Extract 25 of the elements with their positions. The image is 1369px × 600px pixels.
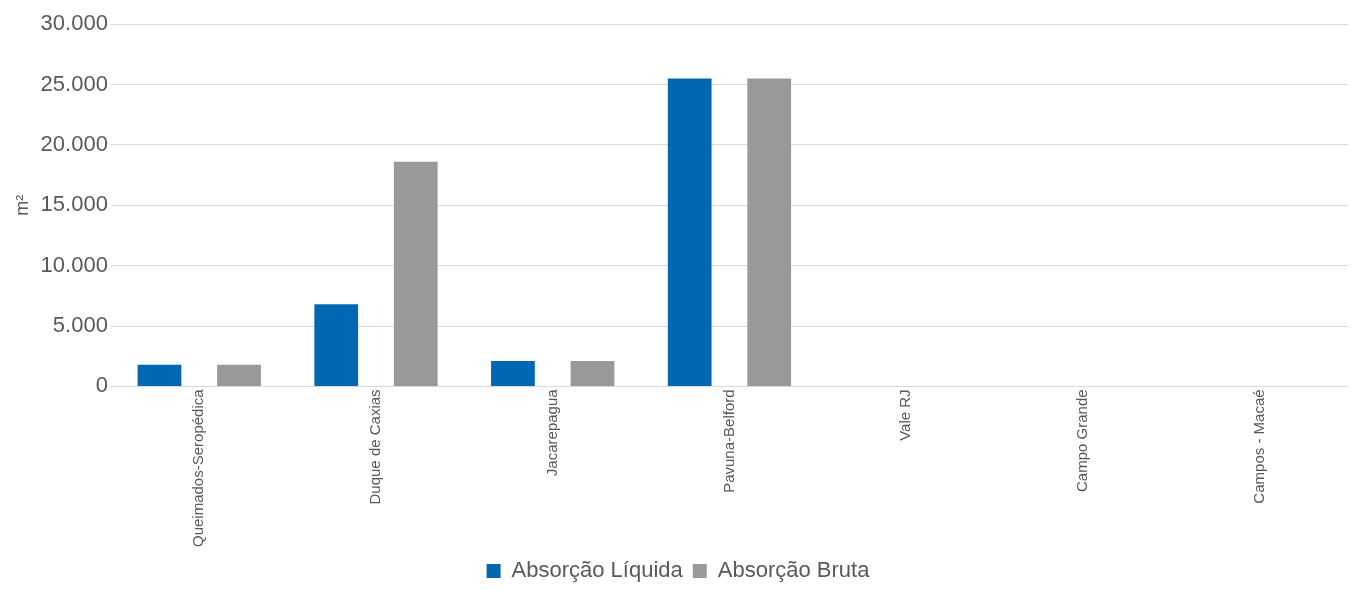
x-tick-label: Campos - Macaé bbox=[1249, 389, 1267, 504]
y-tick-label: 10.000 bbox=[40, 251, 108, 277]
x-tick-label: Jacarepagua bbox=[542, 388, 560, 477]
x-tick-label: Pavuna-Belford bbox=[719, 389, 737, 493]
bar bbox=[314, 304, 359, 386]
bar bbox=[491, 361, 535, 386]
legend-label: Absorção Bruta bbox=[717, 557, 871, 583]
y-tick-label: 0 bbox=[95, 372, 108, 398]
y-tick-label: 5.000 bbox=[52, 312, 108, 338]
bar bbox=[137, 364, 182, 386]
x-tick-label: Queimados-Seropédica bbox=[189, 388, 207, 548]
bar bbox=[570, 361, 615, 386]
x-tick-label: Campo Grande bbox=[1073, 389, 1091, 492]
bar bbox=[667, 78, 712, 386]
y-axis-title: m² bbox=[11, 194, 32, 216]
bar bbox=[393, 161, 438, 386]
y-tick-label: 25.000 bbox=[40, 70, 108, 96]
bar bbox=[217, 364, 261, 386]
x-tick-label: Vale RJ bbox=[896, 389, 914, 441]
bar bbox=[747, 78, 792, 386]
y-tick-label: 15.000 bbox=[40, 191, 108, 217]
x-tick-label: Duque de Caxias bbox=[366, 389, 384, 505]
legend-label: Absorção Líquida bbox=[511, 557, 684, 583]
y-tick-label: 30.000 bbox=[40, 10, 108, 36]
y-tick-label: 20.000 bbox=[40, 131, 108, 156]
